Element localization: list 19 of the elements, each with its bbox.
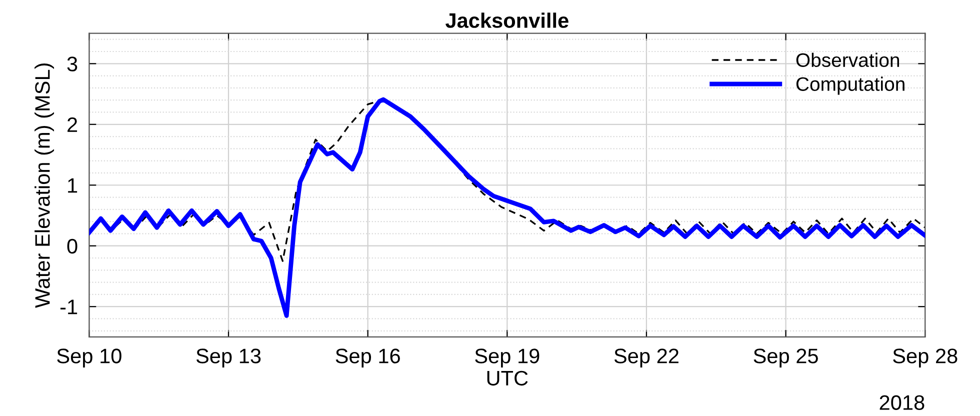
y-tick-label: -1 xyxy=(60,300,78,314)
x-tick-label: Sep 16 xyxy=(336,348,400,368)
x-tick-label: Sep 10 xyxy=(57,348,122,368)
x-tick-label: Sep 22 xyxy=(614,348,678,368)
y-axis-title: Water Elevation (m) (MSL) xyxy=(34,64,54,308)
legend-label: Observation xyxy=(796,52,900,68)
legend-label: Computation xyxy=(796,76,904,95)
y-tick-label: 1 xyxy=(68,178,78,193)
x-tick-label: Sep 25 xyxy=(754,348,818,368)
line-series xyxy=(89,97,926,318)
y-tick-label: 0 xyxy=(67,238,78,254)
x-tick-label: Sep 19 xyxy=(475,348,540,368)
chart-title: Jacksonville xyxy=(446,12,568,28)
x-tick-label: Sep 28 xyxy=(893,348,958,368)
text: 2018 xyxy=(880,395,924,410)
x-axis-title: UTC xyxy=(487,370,528,386)
y-tick-label: 2 xyxy=(68,117,78,132)
x-tick-label: Sep 13 xyxy=(196,348,261,368)
y-tick-label: 3 xyxy=(67,56,78,72)
